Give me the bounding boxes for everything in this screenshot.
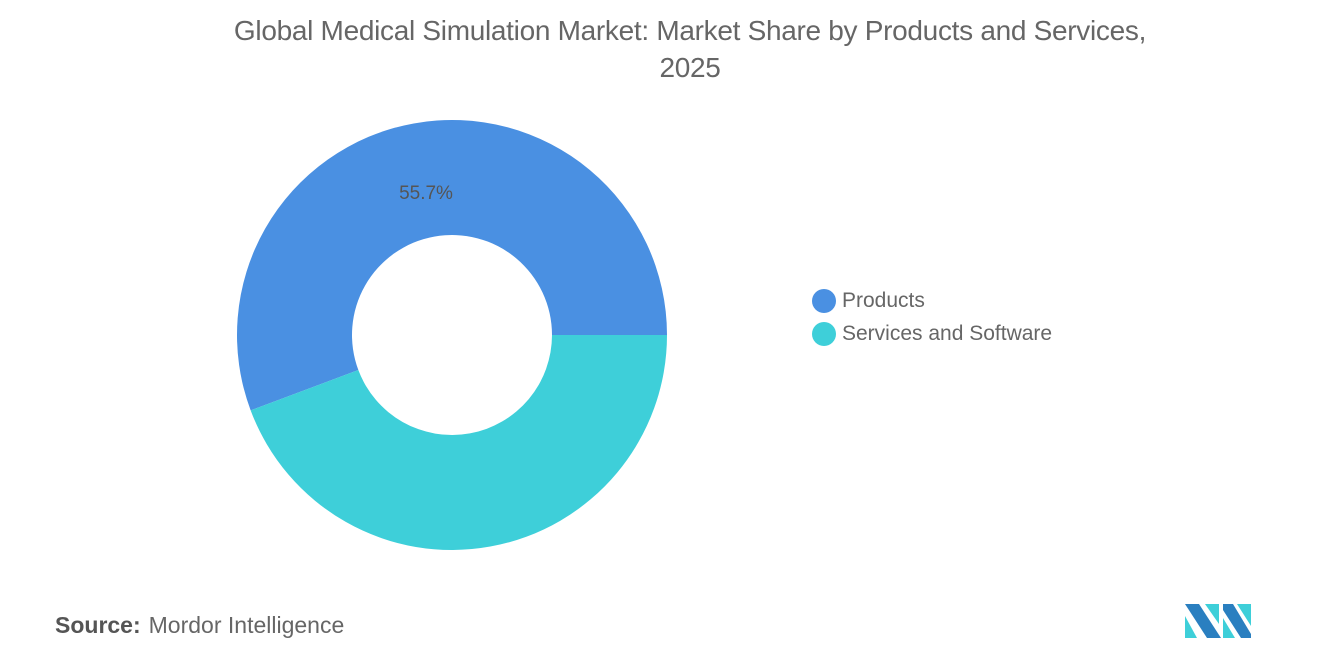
legend-label-products: Products bbox=[842, 288, 925, 312]
source-label: Source: bbox=[55, 612, 141, 638]
legend-label-services-and-software: Services and Software bbox=[842, 321, 1053, 345]
data-label-products: 55.7% bbox=[399, 183, 453, 204]
legend-item-products[interactable]: Products bbox=[812, 284, 1052, 317]
chart-title-line-2: 2025 bbox=[659, 52, 721, 83]
source-note: Source: Mordor Intelligence bbox=[55, 612, 344, 639]
legend-item-services-and-software[interactable]: Services and Software bbox=[812, 317, 1052, 350]
donut-slice-services-and-software bbox=[250, 335, 667, 550]
donut-slice-products bbox=[237, 120, 667, 411]
chart-title: Global Medical Simulation Market: Market… bbox=[0, 12, 1320, 86]
chart-title-line-1: Global Medical Simulation Market: Market… bbox=[233, 15, 1147, 46]
legend-swatch-products bbox=[812, 288, 836, 313]
source-value: Mordor Intelligence bbox=[148, 612, 345, 638]
legend: Products Services and Software bbox=[812, 284, 1052, 350]
mordor-intelligence-logo bbox=[1185, 604, 1251, 638]
legend-swatch-services-and-software bbox=[812, 321, 836, 346]
